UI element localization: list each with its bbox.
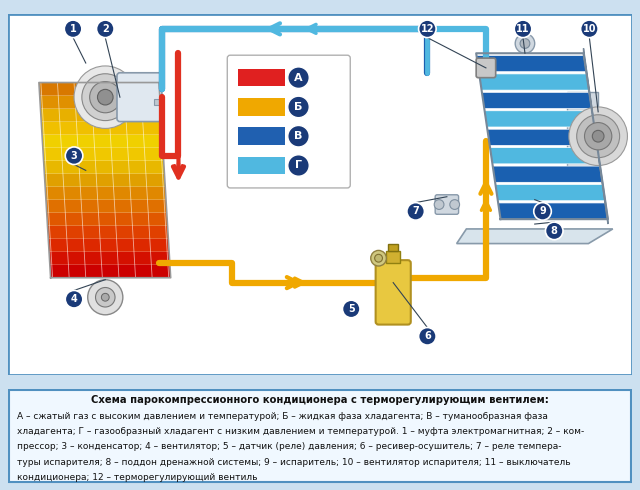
- Polygon shape: [476, 55, 586, 72]
- Polygon shape: [41, 122, 162, 135]
- Circle shape: [97, 20, 114, 38]
- Text: Г: Г: [295, 161, 302, 171]
- FancyBboxPatch shape: [9, 391, 631, 482]
- Text: 5: 5: [348, 304, 355, 314]
- Polygon shape: [479, 74, 589, 90]
- Circle shape: [288, 96, 309, 118]
- Circle shape: [65, 147, 83, 165]
- Polygon shape: [49, 252, 170, 265]
- Circle shape: [95, 288, 115, 307]
- Polygon shape: [484, 111, 595, 127]
- FancyBboxPatch shape: [476, 58, 496, 77]
- FancyBboxPatch shape: [435, 195, 459, 214]
- Polygon shape: [487, 129, 597, 146]
- Text: туры испарителя; 8 – поддон дренажной системы; 9 – испаритель; 10 – вентилятор и: туры испарителя; 8 – поддон дренажной си…: [17, 458, 571, 467]
- Polygon shape: [457, 229, 613, 244]
- Polygon shape: [490, 147, 600, 164]
- Polygon shape: [50, 265, 171, 278]
- Polygon shape: [584, 49, 608, 224]
- Polygon shape: [45, 187, 166, 199]
- Circle shape: [520, 39, 530, 49]
- Circle shape: [88, 280, 123, 315]
- Bar: [388, 244, 398, 251]
- Text: 11: 11: [516, 24, 530, 34]
- Circle shape: [74, 66, 136, 128]
- Circle shape: [545, 222, 563, 240]
- Circle shape: [288, 125, 309, 147]
- Polygon shape: [44, 161, 164, 173]
- Bar: [154, 99, 162, 105]
- Circle shape: [288, 155, 309, 176]
- Polygon shape: [40, 96, 161, 109]
- Text: Б: Б: [294, 102, 303, 112]
- Text: А: А: [294, 73, 303, 83]
- Circle shape: [584, 122, 612, 150]
- Circle shape: [580, 20, 598, 38]
- Text: 10: 10: [582, 24, 596, 34]
- Bar: [238, 69, 285, 86]
- Circle shape: [97, 89, 113, 105]
- Circle shape: [434, 199, 444, 209]
- FancyBboxPatch shape: [227, 55, 350, 188]
- Text: 7: 7: [412, 206, 419, 217]
- Bar: [238, 127, 285, 145]
- Text: 8: 8: [551, 226, 557, 236]
- Polygon shape: [48, 239, 169, 252]
- Text: 9: 9: [539, 206, 546, 217]
- Circle shape: [371, 250, 387, 266]
- Text: прессор; 3 – конденсатор; 4 – вентилятор; 5 – датчик (реле) давления; 6 – ресиве: прессор; 3 – конденсатор; 4 – вентилятор…: [17, 442, 561, 451]
- Circle shape: [577, 115, 620, 158]
- Circle shape: [65, 291, 83, 308]
- Text: Схема парокомпрессионного кондиционера с терморегулирующим вентилем:: Схема парокомпрессионного кондиционера с…: [91, 395, 549, 405]
- Polygon shape: [42, 135, 163, 147]
- Text: 6: 6: [424, 331, 431, 342]
- Text: 2: 2: [102, 24, 109, 34]
- Circle shape: [592, 130, 604, 142]
- Polygon shape: [481, 92, 591, 109]
- Text: кондиционера; 12 – терморегулирующий вентиль: кондиционера; 12 – терморегулирующий вен…: [17, 473, 257, 483]
- Circle shape: [569, 107, 627, 166]
- Polygon shape: [39, 82, 160, 96]
- Bar: [238, 98, 285, 116]
- Text: 1: 1: [70, 24, 76, 34]
- Polygon shape: [43, 147, 164, 161]
- Text: 12: 12: [420, 24, 434, 34]
- Circle shape: [374, 254, 383, 262]
- Bar: [238, 157, 285, 174]
- Circle shape: [515, 34, 534, 53]
- Circle shape: [419, 327, 436, 345]
- Text: хладагента; Г – газообразный хладагент с низким давлением и температурой. 1 – му: хладагента; Г – газообразный хладагент с…: [17, 427, 584, 436]
- Circle shape: [419, 20, 436, 38]
- Text: 3: 3: [70, 151, 77, 161]
- Circle shape: [514, 20, 532, 38]
- FancyBboxPatch shape: [117, 73, 162, 122]
- Polygon shape: [47, 226, 168, 239]
- Polygon shape: [495, 185, 605, 201]
- Polygon shape: [40, 109, 161, 122]
- Polygon shape: [47, 213, 168, 226]
- Circle shape: [90, 81, 121, 113]
- Circle shape: [450, 199, 460, 209]
- Circle shape: [101, 294, 109, 301]
- Bar: [387, 251, 400, 263]
- FancyBboxPatch shape: [376, 260, 411, 324]
- Circle shape: [407, 202, 424, 220]
- Polygon shape: [492, 166, 602, 182]
- Circle shape: [64, 20, 82, 38]
- Circle shape: [288, 67, 309, 88]
- Circle shape: [534, 202, 551, 220]
- Polygon shape: [46, 199, 167, 213]
- Text: 4: 4: [70, 294, 77, 304]
- Text: В: В: [294, 131, 303, 141]
- Circle shape: [82, 74, 129, 121]
- Circle shape: [342, 300, 360, 318]
- Bar: [567, 92, 598, 180]
- Polygon shape: [498, 203, 608, 219]
- Text: А – сжатый газ с высоким давлением и температурой; Б – жидкая фаза хладагента; В: А – сжатый газ с высоким давлением и тем…: [17, 412, 548, 420]
- Polygon shape: [44, 173, 165, 187]
